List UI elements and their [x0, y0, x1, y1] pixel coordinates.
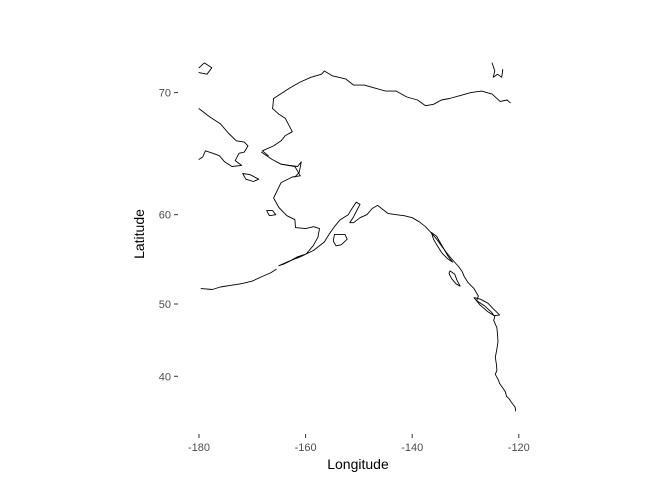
x-tick-label: -180 — [188, 442, 210, 454]
x-axis-title: Longitude — [327, 456, 389, 472]
y-axis-title: Latitude — [131, 209, 147, 259]
nunivak-island — [266, 210, 277, 217]
y-tick-label: 70 — [159, 88, 171, 100]
kodiak-island — [332, 233, 348, 247]
x-tick-label: -120 — [508, 442, 530, 454]
y-tick-label: 50 — [159, 299, 171, 311]
alaska-mainland-pacific-coast — [260, 151, 517, 412]
alaska-arctic-coast — [272, 70, 511, 110]
y-tick-label: 40 — [159, 371, 171, 383]
alexander-archipelago — [430, 232, 454, 263]
norton-sound — [280, 161, 302, 178]
x-axis: -180 -160 -140 -120 — [188, 434, 530, 454]
chukchi-west-coast — [261, 108, 293, 157]
x-tick-label: -160 — [295, 442, 317, 454]
vancouver-island — [473, 297, 501, 317]
y-axis: 40 50 60 70 — [159, 88, 178, 383]
y-tick-label: 60 — [159, 210, 171, 222]
haida-gwaii — [448, 270, 461, 287]
chukotka-peninsula — [198, 108, 249, 167]
st-lawrence-island — [242, 173, 260, 182]
coastline-layer — [198, 62, 517, 412]
x-tick-label: -140 — [401, 442, 423, 454]
banks-island-coast — [491, 62, 504, 78]
wrangel-island — [198, 62, 213, 75]
aleutian-islands — [200, 268, 277, 290]
